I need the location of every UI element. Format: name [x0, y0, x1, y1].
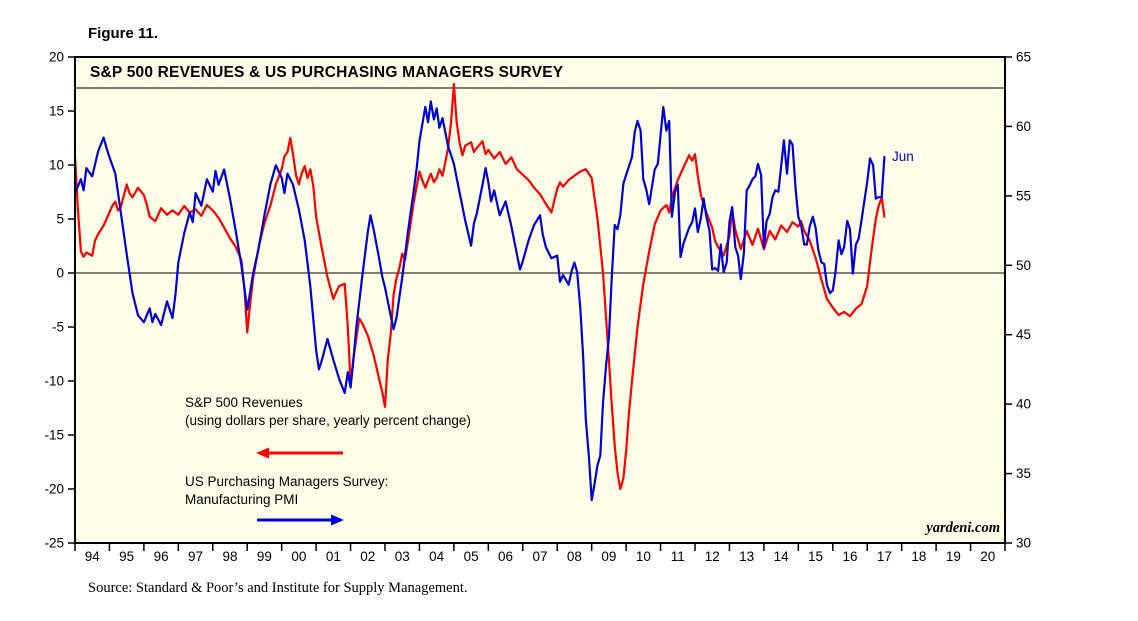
- x-tick-label: 13: [739, 549, 754, 564]
- y-right-tick-label: 55: [1016, 188, 1031, 203]
- x-tick-label: 18: [911, 549, 926, 564]
- chart-title: S&P 500 REVENUES & US PURCHASING MANAGER…: [90, 64, 564, 81]
- y-right-tick-label: 65: [1016, 50, 1031, 65]
- figure-label: Figure 11.: [88, 25, 159, 42]
- x-tick-label: 09: [601, 549, 616, 564]
- y-left-tick-label: 15: [49, 104, 64, 119]
- y-right-tick-label: 40: [1016, 397, 1031, 412]
- legend-revenues-subtitle: (using dollars per share, yearly percent…: [185, 413, 471, 428]
- left-arrow-icon: [255, 446, 347, 459]
- x-tick-label: 03: [395, 549, 410, 564]
- x-tick-label: 07: [532, 549, 547, 564]
- legend-pmi-subtitle: Manufacturing PMI: [185, 492, 299, 507]
- series-line-pmi: [73, 100, 886, 502]
- x-tick-label: 20: [980, 549, 995, 564]
- x-tick-label: 94: [85, 549, 101, 564]
- y-right-tick-label: 35: [1016, 466, 1031, 481]
- plot-border: [74, 56, 1006, 544]
- x-tick-label: 05: [464, 549, 479, 564]
- y-right-tick-label: 30: [1016, 536, 1031, 551]
- x-tick-label: 97: [188, 549, 203, 564]
- x-tick-label: 99: [257, 549, 272, 564]
- y-right-tick-label: 45: [1016, 327, 1031, 342]
- x-tick-label: 01: [326, 549, 341, 564]
- x-tick-label: 00: [291, 549, 306, 564]
- legend-pmi-title: US Purchasing Managers Survey:: [185, 474, 389, 489]
- x-tick-label: 06: [498, 549, 513, 564]
- x-tick-label: 14: [774, 549, 790, 564]
- last-point-label: Jun: [892, 149, 914, 164]
- x-tick-label: 95: [119, 549, 134, 564]
- source-note: Source: Standard & Poor’s and Institute …: [88, 580, 468, 596]
- y-left-tick-label: -15: [44, 428, 64, 443]
- legend-pmi: US Purchasing Managers Survey: Manufactu…: [185, 473, 388, 509]
- right-arrow-icon: [255, 513, 347, 526]
- y-left-tick-label: 5: [56, 212, 64, 227]
- y-right-tick-label: 50: [1016, 258, 1031, 273]
- x-tick-label: 98: [222, 549, 237, 564]
- x-tick-label: 17: [877, 549, 892, 564]
- x-tick-label: 12: [705, 549, 720, 564]
- y-left-tick-label: 20: [49, 50, 64, 65]
- y-left-tick-label: -10: [44, 374, 64, 389]
- x-tick-label: 16: [842, 549, 857, 564]
- legend-revenues-title: S&P 500 Revenues: [185, 395, 303, 410]
- x-tick-label: 11: [671, 549, 685, 564]
- plot-background: [75, 57, 1005, 543]
- x-tick-label: 08: [567, 549, 582, 564]
- x-tick-label: 02: [360, 549, 375, 564]
- x-tick-label: 96: [154, 549, 169, 564]
- x-tick-label: 04: [429, 549, 445, 564]
- x-tick-label: 15: [808, 549, 823, 564]
- y-left-tick-label: -5: [52, 320, 64, 335]
- y-right-tick-label: 60: [1016, 119, 1031, 134]
- legend-revenues: S&P 500 Revenues (using dollars per shar…: [185, 394, 471, 430]
- x-tick-label: 10: [636, 549, 651, 564]
- y-left-tick-label: 10: [49, 158, 64, 173]
- x-tick-label: 19: [946, 549, 961, 564]
- watermark-text: yardeni.com: [926, 520, 1000, 536]
- y-left-tick-label: 0: [56, 266, 64, 281]
- y-left-tick-label: -25: [44, 536, 64, 551]
- y-left-tick-label: -20: [44, 482, 64, 497]
- series-line-revenues: [73, 82, 886, 491]
